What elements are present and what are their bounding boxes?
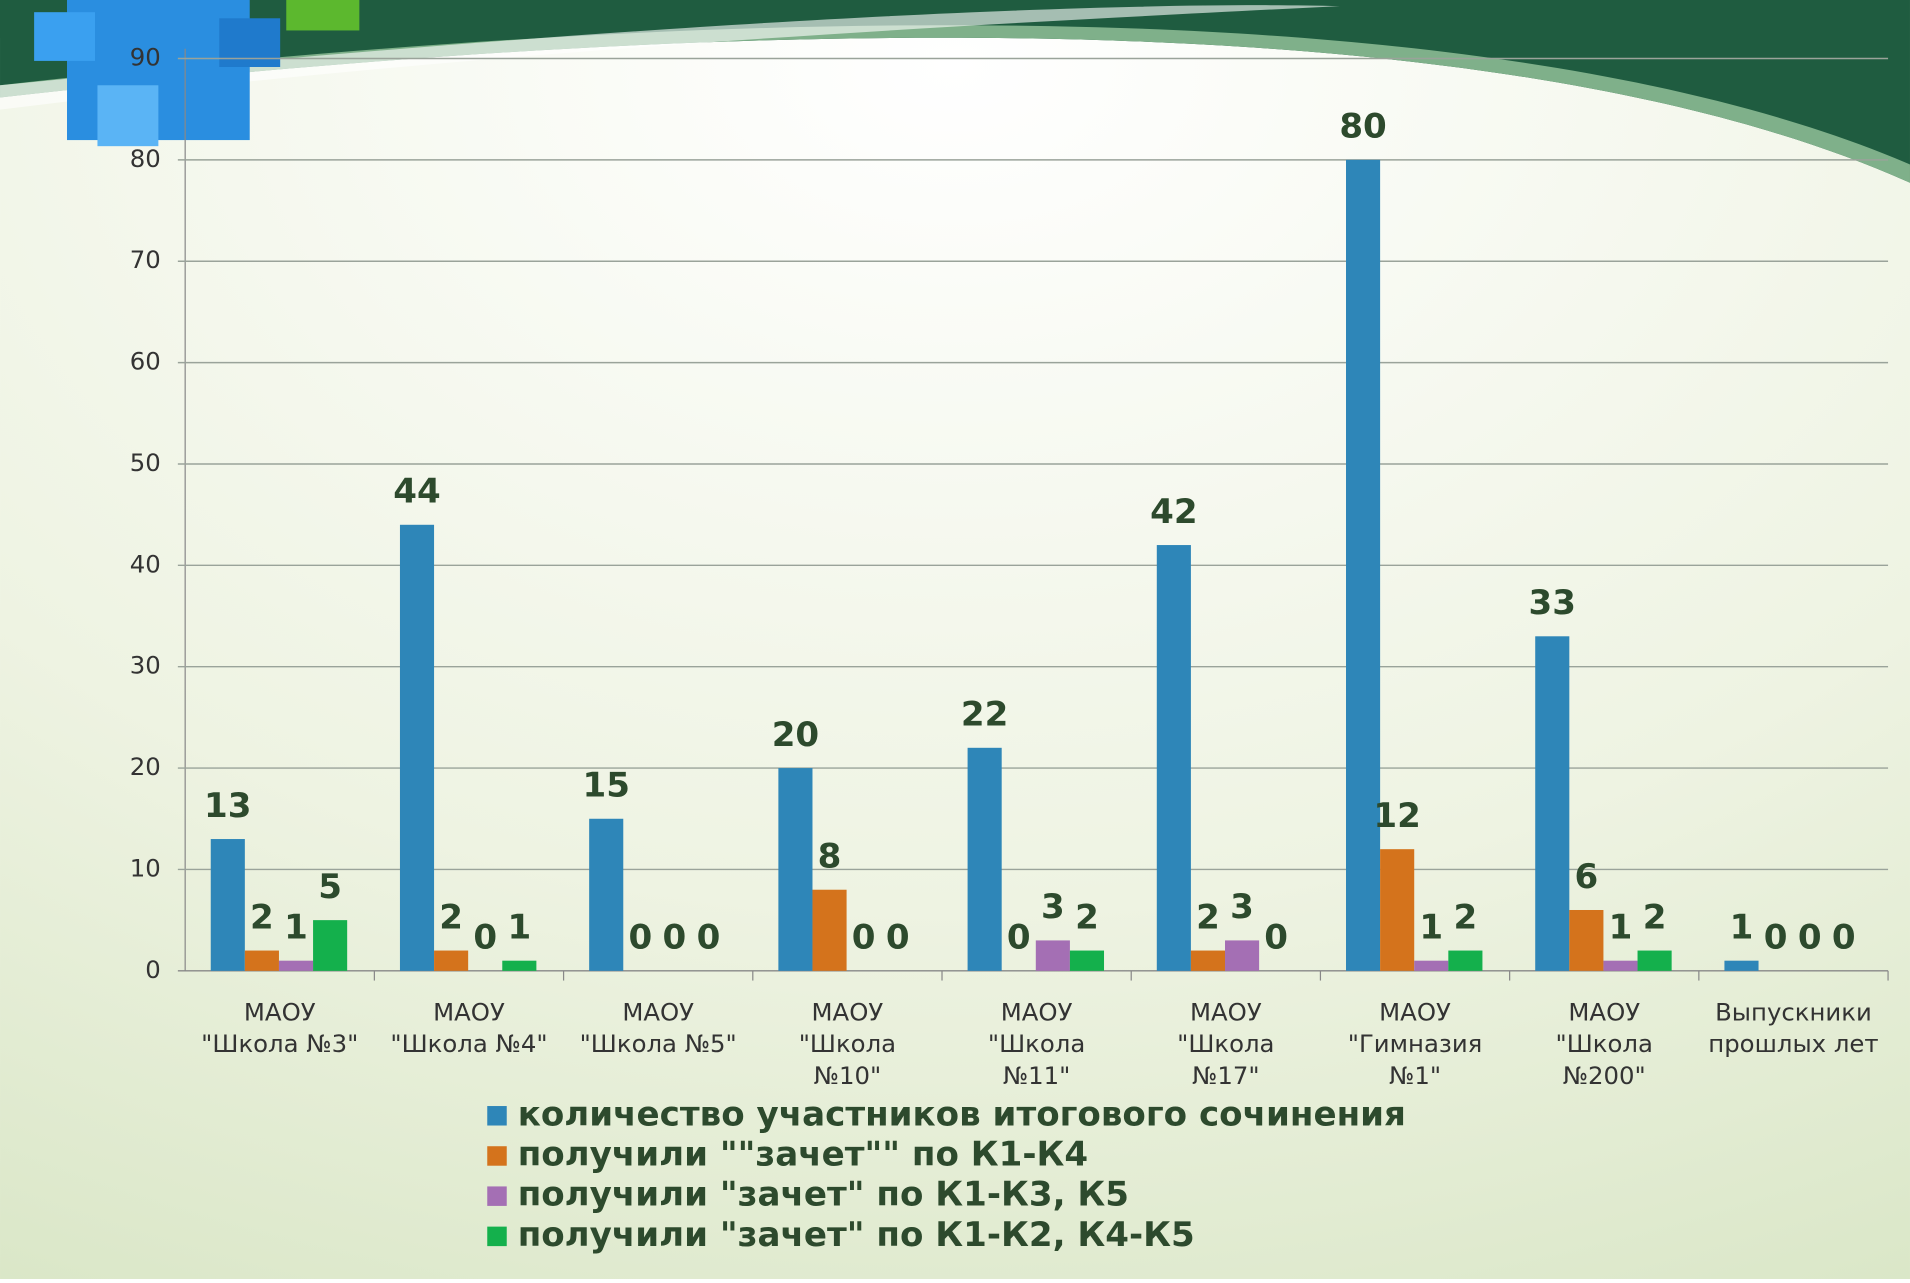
y-tick-label: 10 xyxy=(130,853,161,882)
data-label: 44 xyxy=(393,472,440,512)
data-label: 6 xyxy=(1575,857,1599,897)
bar xyxy=(1156,545,1191,971)
data-label: 1 xyxy=(1730,908,1754,948)
data-label: 12 xyxy=(1373,796,1420,836)
bar xyxy=(210,839,245,971)
legend-swatch xyxy=(487,1106,507,1126)
legend-label: количество участников итогового сочинени… xyxy=(518,1094,1406,1134)
legend-label: получили "зачет" по К1-К2, К4-К5 xyxy=(518,1215,1195,1255)
data-label: 20 xyxy=(772,715,819,755)
data-label: 1 xyxy=(284,908,308,948)
bar xyxy=(589,818,624,971)
data-label: 1 xyxy=(1609,908,1633,948)
data-label: 80 xyxy=(1339,107,1386,147)
y-tick-label: 50 xyxy=(130,448,161,477)
data-label: 42 xyxy=(1150,492,1197,532)
x-tick-label: МАОУ "Школа №4" xyxy=(390,997,547,1058)
y-tick-label: 30 xyxy=(130,651,161,680)
bar xyxy=(502,960,537,971)
data-label: 2 xyxy=(1196,897,1220,937)
x-tick-label: МАОУ "Школа №3" xyxy=(201,997,358,1058)
bar xyxy=(434,950,469,971)
data-label: 0 xyxy=(1798,918,1822,958)
bar xyxy=(313,920,348,971)
data-label: 2 xyxy=(1454,897,1478,937)
data-label: 0 xyxy=(1832,918,1856,958)
y-tick-label: 90 xyxy=(130,42,161,71)
data-label: 2 xyxy=(1643,897,1667,937)
y-tick-label: 0 xyxy=(145,955,161,984)
y-tick-label: 60 xyxy=(130,347,161,376)
data-label: 2 xyxy=(250,897,274,937)
bar xyxy=(1190,950,1226,971)
data-label: 15 xyxy=(582,766,629,806)
data-label: 1 xyxy=(507,908,531,948)
legend-label: получили "зачет" по К1-К3, К5 xyxy=(518,1175,1129,1215)
x-tick-label: Выпускники прошлых лет xyxy=(1708,997,1878,1058)
bar xyxy=(1448,950,1483,971)
data-label: 0 xyxy=(1764,918,1788,958)
bar xyxy=(399,524,435,971)
legend-swatch xyxy=(487,1146,507,1166)
data-label: 0 xyxy=(473,918,497,958)
data-label: 3 xyxy=(1041,887,1065,927)
data-label: 2 xyxy=(1075,897,1099,937)
bar xyxy=(278,960,314,971)
y-tick-label: 70 xyxy=(130,245,161,274)
bar xyxy=(1637,950,1672,971)
data-label: 22 xyxy=(961,695,1008,735)
data-label: 2 xyxy=(439,897,463,937)
x-tick-label: МАОУ "Школа №200" xyxy=(1556,997,1653,1089)
bar xyxy=(1069,950,1105,971)
bar xyxy=(1035,940,1070,971)
legend-swatch xyxy=(487,1186,507,1206)
data-label: 33 xyxy=(1529,583,1576,623)
bar xyxy=(1225,940,1260,971)
x-tick-label: МАОУ "Школа №10" xyxy=(799,997,896,1089)
x-tick-label: МАОУ "Школа №11" xyxy=(988,997,1085,1089)
y-tick-label: 20 xyxy=(130,752,161,781)
bar xyxy=(1569,909,1604,971)
bar xyxy=(812,889,847,971)
data-label: 8 xyxy=(818,837,842,877)
bar xyxy=(1724,960,1759,971)
y-tick-label: 80 xyxy=(130,144,161,173)
data-label: 0 xyxy=(628,918,652,958)
legend-label: получили ""зачет"" по К1-К4 xyxy=(518,1134,1088,1174)
bar xyxy=(1380,849,1415,971)
data-label: 13 xyxy=(204,786,251,826)
data-label: 5 xyxy=(318,867,342,907)
data-label: 0 xyxy=(886,918,910,958)
x-tick-label: МАОУ "Школа №5" xyxy=(580,997,737,1058)
data-label: 0 xyxy=(1264,918,1288,958)
data-label: 0 xyxy=(697,918,721,958)
legend-swatch xyxy=(487,1226,507,1247)
bar xyxy=(1414,960,1449,971)
bar xyxy=(1535,636,1570,971)
data-label: 0 xyxy=(663,918,687,958)
data-label: 0 xyxy=(852,918,876,958)
bar xyxy=(778,768,813,971)
bar xyxy=(244,950,279,971)
x-tick-label: МАОУ "Гимназия №1" xyxy=(1348,997,1483,1089)
bar xyxy=(1346,159,1381,971)
data-label: 3 xyxy=(1230,887,1254,927)
data-label: 0 xyxy=(1007,918,1031,958)
x-tick-label: МАОУ "Школа №17" xyxy=(1177,997,1274,1089)
data-label: 1 xyxy=(1419,908,1443,948)
bar xyxy=(967,747,1002,971)
y-tick-label: 40 xyxy=(130,549,161,578)
bar xyxy=(1603,960,1638,971)
